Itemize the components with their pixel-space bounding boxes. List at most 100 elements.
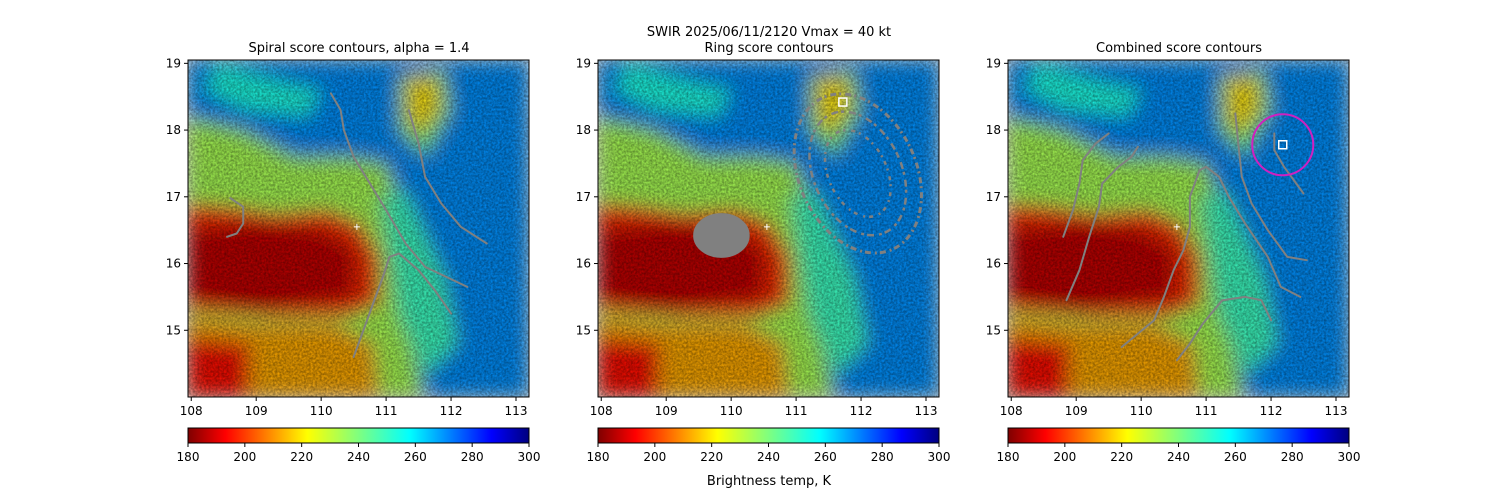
center-search-circle xyxy=(1251,113,1315,177)
colorbar-combined: 180 200 220 240 260 280 300 xyxy=(997,427,1361,464)
markers-spiral xyxy=(353,223,360,230)
colorbar-label: Brightness temp, K xyxy=(707,474,832,489)
best-center-square-marker xyxy=(838,97,848,107)
ring-contour-filled xyxy=(693,213,750,258)
x-tick-label: 113 xyxy=(915,404,938,418)
colorbar-tick-label: 240 xyxy=(347,450,370,464)
contour-lines-spiral xyxy=(226,92,488,358)
markers-combined xyxy=(1173,113,1315,230)
y-axis-ticks-ring: 15 16 17 18 19 xyxy=(576,56,598,337)
plot-frame-combined xyxy=(1007,59,1350,398)
x-tick-label: 108 xyxy=(1000,404,1023,418)
colorbar-tick-label: 200 xyxy=(643,450,666,464)
colorbar-tick-label: 260 xyxy=(1224,450,1247,464)
colorbar-tick-label: 200 xyxy=(1053,450,1076,464)
colorbar-tick-label: 220 xyxy=(1110,450,1133,464)
y-axis-ticks-combined: 15 16 17 18 19 xyxy=(986,56,1008,337)
panel-title-combined: Combined score contours xyxy=(1096,41,1262,56)
contour-line xyxy=(226,197,245,238)
colorbar-spiral: 180 200 220 240 260 280 300 xyxy=(177,427,541,464)
center-plus-marker xyxy=(353,223,360,230)
colorbar-gradient xyxy=(187,427,530,444)
colorbar-tick-label: 180 xyxy=(587,450,610,464)
heatmap-ring xyxy=(598,60,939,397)
colorbar-ring: 180 200 220 240 260 280 300 xyxy=(587,427,951,464)
y-tick-label: 19 xyxy=(986,56,1001,70)
y-tick-label: 16 xyxy=(166,257,181,271)
colorbar-tick-label: 220 xyxy=(290,450,313,464)
x-tick-label: 111 xyxy=(785,404,808,418)
colorbar-tick-label: 260 xyxy=(404,450,427,464)
panel-title-ring: Ring score contours xyxy=(704,41,833,56)
contour-line xyxy=(352,252,453,358)
y-tick-label: 18 xyxy=(576,123,591,137)
x-tick-label: 108 xyxy=(180,404,203,418)
suptitle: SWIR 2025/06/11/2120 Vmax = 40 kt xyxy=(647,25,891,40)
y-tick-label: 15 xyxy=(576,323,591,337)
panel-combined: Combined score contours 108 109 110 111 112 1… xyxy=(986,41,1350,418)
x-axis-ticks-ring: 108 109 110 111 112 113 xyxy=(590,397,938,418)
colorbar-tick-label: 300 xyxy=(518,450,541,464)
best-center-square-marker xyxy=(1277,140,1288,150)
x-tick-label: 111 xyxy=(375,404,398,418)
center-plus-marker xyxy=(1173,223,1180,230)
x-tick-label: 113 xyxy=(505,404,528,418)
x-tick-label: 110 xyxy=(720,404,743,418)
colorbar-tick-label: 180 xyxy=(997,450,1020,464)
colorbar-tick-label: 240 xyxy=(1167,450,1190,464)
center-plus-marker xyxy=(763,223,770,230)
x-tick-label: 110 xyxy=(310,404,333,418)
y-tick-label: 15 xyxy=(166,323,181,337)
x-tick-label: 111 xyxy=(1195,404,1218,418)
x-tick-label: 112 xyxy=(440,404,463,418)
x-tick-label: 112 xyxy=(850,404,873,418)
x-tick-label: 113 xyxy=(1325,404,1348,418)
y-tick-label: 19 xyxy=(576,56,591,70)
colorbar-tick-label: 200 xyxy=(233,450,256,464)
y-tick-label: 19 xyxy=(166,56,181,70)
y-tick-label: 16 xyxy=(576,257,591,271)
contour-line xyxy=(1234,112,1308,262)
heatmap-combined xyxy=(1008,60,1349,397)
contour-line xyxy=(1175,295,1273,362)
panel-ring: Ring score contours 108 109 110 111 112 113 1… xyxy=(576,41,940,418)
x-tick-label: 109 xyxy=(1065,404,1088,418)
x-tick-label: 112 xyxy=(1260,404,1283,418)
markers-ring xyxy=(763,97,848,230)
y-tick-label: 17 xyxy=(166,190,181,204)
contour-line xyxy=(329,92,469,288)
colorbar-tick-label: 280 xyxy=(1281,450,1304,464)
colorbar-tick-label: 300 xyxy=(928,450,951,464)
x-axis-ticks-combined: 108 109 110 111 112 113 xyxy=(1000,397,1348,418)
colorbar-tick-label: 300 xyxy=(1338,450,1361,464)
colorbar-tick-label: 180 xyxy=(177,450,200,464)
colorbar-tick-label: 260 xyxy=(814,450,837,464)
plot-frame-ring xyxy=(597,59,940,398)
colorbar-tick-label: 240 xyxy=(757,450,780,464)
contour-line xyxy=(1062,132,1110,238)
colorbar-gradient xyxy=(1007,427,1350,444)
y-tick-label: 17 xyxy=(986,190,1001,204)
colorbar-gradient xyxy=(597,427,940,444)
ring-contour-outline xyxy=(792,92,923,255)
x-tick-label: 109 xyxy=(655,404,678,418)
y-axis-ticks-spiral: 15 16 17 18 19 xyxy=(166,56,188,337)
colorbar-tick-label: 220 xyxy=(700,450,723,464)
contour-line xyxy=(1120,165,1302,348)
ring-contour-inner xyxy=(808,110,908,237)
x-tick-label: 109 xyxy=(245,404,268,418)
x-tick-label: 108 xyxy=(590,404,613,418)
x-axis-ticks-spiral: 108 109 110 111 112 113 xyxy=(180,397,528,418)
contour-line xyxy=(1273,132,1305,195)
plot-frame-spiral xyxy=(187,59,530,398)
heatmap-spiral xyxy=(188,60,529,397)
y-tick-label: 18 xyxy=(166,123,181,137)
contour-line xyxy=(407,109,488,245)
panel-spiral: Spiral score contours, alpha = 1.4 108 10… xyxy=(166,41,530,418)
x-tick-label: 110 xyxy=(1130,404,1153,418)
contour-line xyxy=(1065,145,1139,302)
colorbar-tick-label: 280 xyxy=(461,450,484,464)
panel-title-spiral: Spiral score contours, alpha = 1.4 xyxy=(248,41,469,56)
